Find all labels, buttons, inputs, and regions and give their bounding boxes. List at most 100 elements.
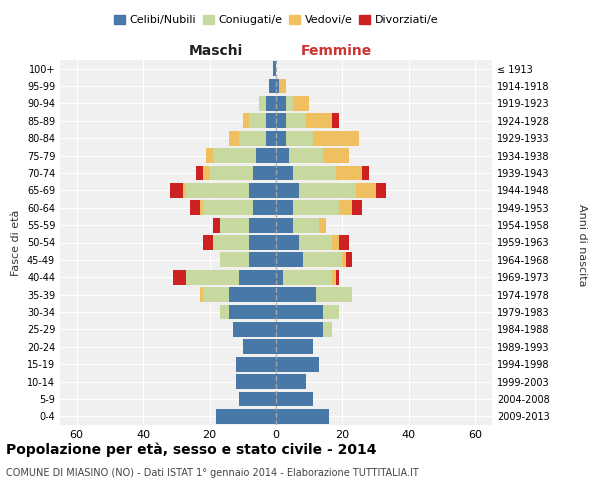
Bar bbox=[213, 148, 256, 163]
Bar bbox=[203, 288, 229, 302]
Bar bbox=[299, 235, 332, 250]
Bar bbox=[186, 183, 250, 198]
Bar bbox=[276, 148, 289, 163]
Bar bbox=[170, 183, 183, 198]
Bar bbox=[276, 392, 313, 406]
Text: Maschi: Maschi bbox=[188, 44, 242, 59]
Bar bbox=[209, 166, 253, 180]
Bar bbox=[316, 288, 352, 302]
Bar bbox=[276, 166, 293, 180]
Bar bbox=[250, 252, 276, 268]
Bar bbox=[220, 252, 250, 268]
Bar bbox=[276, 131, 286, 146]
Bar bbox=[280, 78, 286, 94]
Bar bbox=[229, 304, 276, 320]
Bar bbox=[236, 357, 276, 372]
Bar bbox=[276, 340, 313, 354]
Bar bbox=[272, 62, 276, 76]
Bar bbox=[190, 200, 200, 215]
Bar bbox=[332, 235, 339, 250]
Bar bbox=[299, 183, 356, 198]
Text: Popolazione per età, sesso e stato civile - 2014: Popolazione per età, sesso e stato civil… bbox=[6, 442, 377, 457]
Bar bbox=[203, 166, 209, 180]
Bar bbox=[266, 96, 276, 111]
Bar bbox=[313, 131, 359, 146]
Bar bbox=[243, 114, 250, 128]
Text: Femmine: Femmine bbox=[301, 44, 372, 59]
Bar bbox=[286, 96, 293, 111]
Bar bbox=[256, 148, 276, 163]
Bar bbox=[276, 304, 323, 320]
Bar bbox=[376, 183, 386, 198]
Bar bbox=[289, 148, 323, 163]
Bar bbox=[213, 218, 220, 232]
Bar bbox=[216, 409, 276, 424]
Bar bbox=[213, 235, 250, 250]
Bar bbox=[339, 235, 349, 250]
Bar bbox=[276, 322, 323, 337]
Bar bbox=[319, 218, 326, 232]
Bar bbox=[276, 114, 286, 128]
Bar bbox=[323, 322, 332, 337]
Bar bbox=[239, 131, 266, 146]
Bar bbox=[302, 252, 343, 268]
Bar bbox=[203, 200, 253, 215]
Bar bbox=[276, 374, 306, 389]
Bar bbox=[243, 340, 276, 354]
Bar bbox=[220, 218, 250, 232]
Text: COMUNE DI MIASINO (NO) - Dati ISTAT 1° gennaio 2014 - Elaborazione TUTTITALIA.IT: COMUNE DI MIASINO (NO) - Dati ISTAT 1° g… bbox=[6, 468, 419, 477]
Bar bbox=[269, 78, 276, 94]
Bar bbox=[283, 270, 332, 284]
Bar bbox=[183, 183, 186, 198]
Bar bbox=[332, 270, 336, 284]
Legend: Celibi/Nubili, Coniugati/e, Vedovi/e, Divorziati/e: Celibi/Nubili, Coniugati/e, Vedovi/e, Di… bbox=[109, 10, 443, 30]
Bar bbox=[239, 392, 276, 406]
Bar bbox=[286, 114, 306, 128]
Bar bbox=[293, 166, 336, 180]
Bar bbox=[196, 166, 203, 180]
Bar bbox=[229, 288, 276, 302]
Bar bbox=[200, 288, 203, 302]
Bar bbox=[229, 131, 239, 146]
Bar bbox=[259, 96, 266, 111]
Bar bbox=[220, 304, 229, 320]
Bar bbox=[276, 270, 283, 284]
Bar bbox=[293, 218, 319, 232]
Bar bbox=[200, 200, 203, 215]
Bar bbox=[323, 148, 349, 163]
Bar bbox=[276, 183, 299, 198]
Bar bbox=[276, 288, 316, 302]
Bar bbox=[346, 252, 352, 268]
Bar bbox=[276, 200, 293, 215]
Bar bbox=[293, 96, 309, 111]
Bar bbox=[233, 322, 276, 337]
Bar bbox=[293, 200, 339, 215]
Bar bbox=[173, 270, 186, 284]
Bar bbox=[253, 200, 276, 215]
Bar bbox=[266, 114, 276, 128]
Bar bbox=[186, 270, 239, 284]
Bar bbox=[286, 131, 313, 146]
Bar bbox=[276, 235, 299, 250]
Text: Anni di nascita: Anni di nascita bbox=[577, 204, 587, 286]
Bar bbox=[352, 200, 362, 215]
Bar bbox=[250, 235, 276, 250]
Bar bbox=[250, 114, 266, 128]
Bar bbox=[276, 252, 302, 268]
Bar bbox=[276, 357, 319, 372]
Bar bbox=[362, 166, 369, 180]
Bar bbox=[276, 78, 280, 94]
Bar bbox=[339, 200, 352, 215]
Bar bbox=[276, 409, 329, 424]
Bar bbox=[266, 131, 276, 146]
Bar bbox=[253, 166, 276, 180]
Bar bbox=[203, 235, 213, 250]
Bar bbox=[236, 374, 276, 389]
Bar bbox=[356, 183, 376, 198]
Y-axis label: Fasce di età: Fasce di età bbox=[11, 210, 21, 276]
Bar bbox=[206, 148, 213, 163]
Bar bbox=[323, 304, 339, 320]
Bar bbox=[276, 96, 286, 111]
Bar bbox=[250, 218, 276, 232]
Bar bbox=[276, 218, 293, 232]
